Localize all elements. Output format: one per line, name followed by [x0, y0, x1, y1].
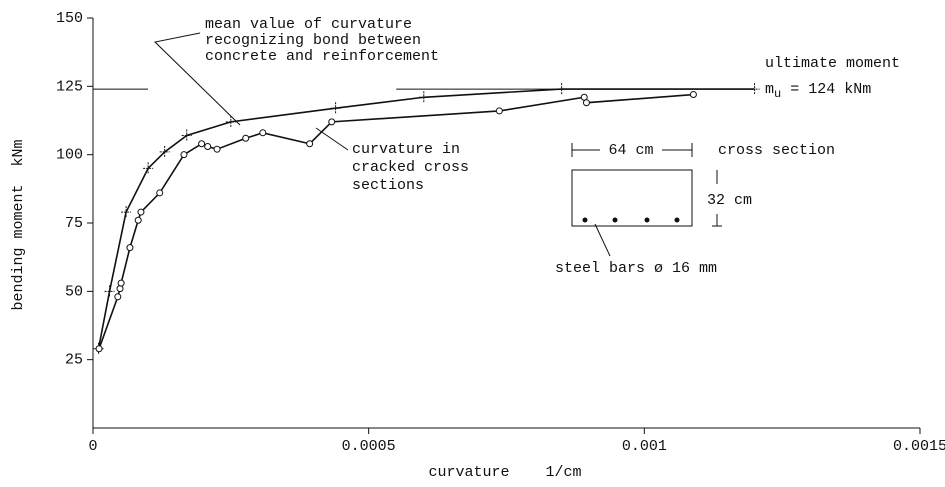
point — [159, 145, 170, 158]
point — [198, 140, 206, 148]
point — [259, 129, 267, 137]
point — [95, 345, 103, 353]
point — [116, 285, 124, 293]
y-tick-label: 50 — [65, 283, 83, 300]
point — [181, 129, 192, 142]
point — [582, 99, 590, 107]
cracked-annotation: curvature in cracked cross sections — [315, 127, 469, 194]
section-title: cross section — [718, 142, 835, 159]
leader-line — [153, 32, 241, 126]
height-label: 32 cm — [707, 192, 752, 209]
y-tick-label: 150 — [56, 10, 83, 27]
text: = 124 kNm — [781, 81, 871, 98]
point — [126, 244, 134, 252]
point — [134, 216, 142, 224]
x-tick-label: 0.0015 — [893, 438, 945, 455]
point — [104, 285, 115, 298]
y-tick-label: 125 — [56, 78, 83, 95]
point — [143, 162, 154, 175]
bar — [644, 217, 650, 223]
bar — [582, 217, 588, 223]
x-tick-label: 0.001 — [622, 438, 667, 455]
subscript: u — [774, 87, 781, 101]
annotation: sections — [352, 177, 424, 194]
point — [556, 83, 567, 96]
symbol: m — [765, 81, 774, 98]
series-line — [97, 88, 755, 349]
point — [495, 107, 503, 115]
point — [225, 115, 236, 128]
cross-section: 64 cm cross section 32 cm steel bars ø 1… — [555, 142, 835, 277]
ultimate-annotation: ultimate moment mu = 124 kNm — [765, 55, 900, 101]
annotation: concrete and reinforcement — [205, 48, 439, 65]
point — [689, 91, 697, 99]
leader-line — [315, 127, 349, 151]
point — [117, 279, 125, 287]
y-axis-label: bending moment kNm — [10, 139, 27, 310]
mean-annotation: mean value of curvature recognizing bond… — [153, 16, 439, 126]
point — [121, 206, 132, 219]
y-tick-label: 75 — [65, 215, 83, 232]
bar — [674, 217, 680, 223]
point — [213, 145, 221, 153]
point — [306, 140, 314, 148]
point — [204, 142, 212, 150]
bar — [612, 217, 618, 223]
point — [137, 208, 145, 216]
annotation: mean value of curvature — [205, 16, 412, 33]
annotation: mu = 124 kNm — [765, 81, 871, 101]
annotation: ultimate moment — [765, 55, 900, 72]
y-tick-label: 25 — [65, 352, 83, 369]
point — [156, 189, 164, 197]
series-line — [98, 93, 694, 350]
point — [418, 91, 429, 104]
leader-line — [594, 223, 611, 257]
point — [180, 151, 188, 159]
y-tick-label: 100 — [56, 147, 83, 164]
annotation: recognizing bond between — [205, 32, 421, 49]
x-axis-label: curvature 1/cm — [428, 464, 581, 481]
x-tick-label: 0 — [88, 438, 97, 455]
x-tick-label: 0.0005 — [342, 438, 396, 455]
section-outline — [571, 169, 693, 227]
width-label: 64 cm — [608, 142, 653, 159]
annotation: curvature in — [352, 141, 460, 158]
point — [330, 102, 341, 115]
point — [328, 118, 336, 126]
point — [114, 293, 122, 301]
bars-label: steel bars ø 16 mm — [555, 260, 717, 277]
point — [749, 83, 760, 96]
point — [242, 134, 250, 142]
annotation: cracked cross — [352, 159, 469, 176]
